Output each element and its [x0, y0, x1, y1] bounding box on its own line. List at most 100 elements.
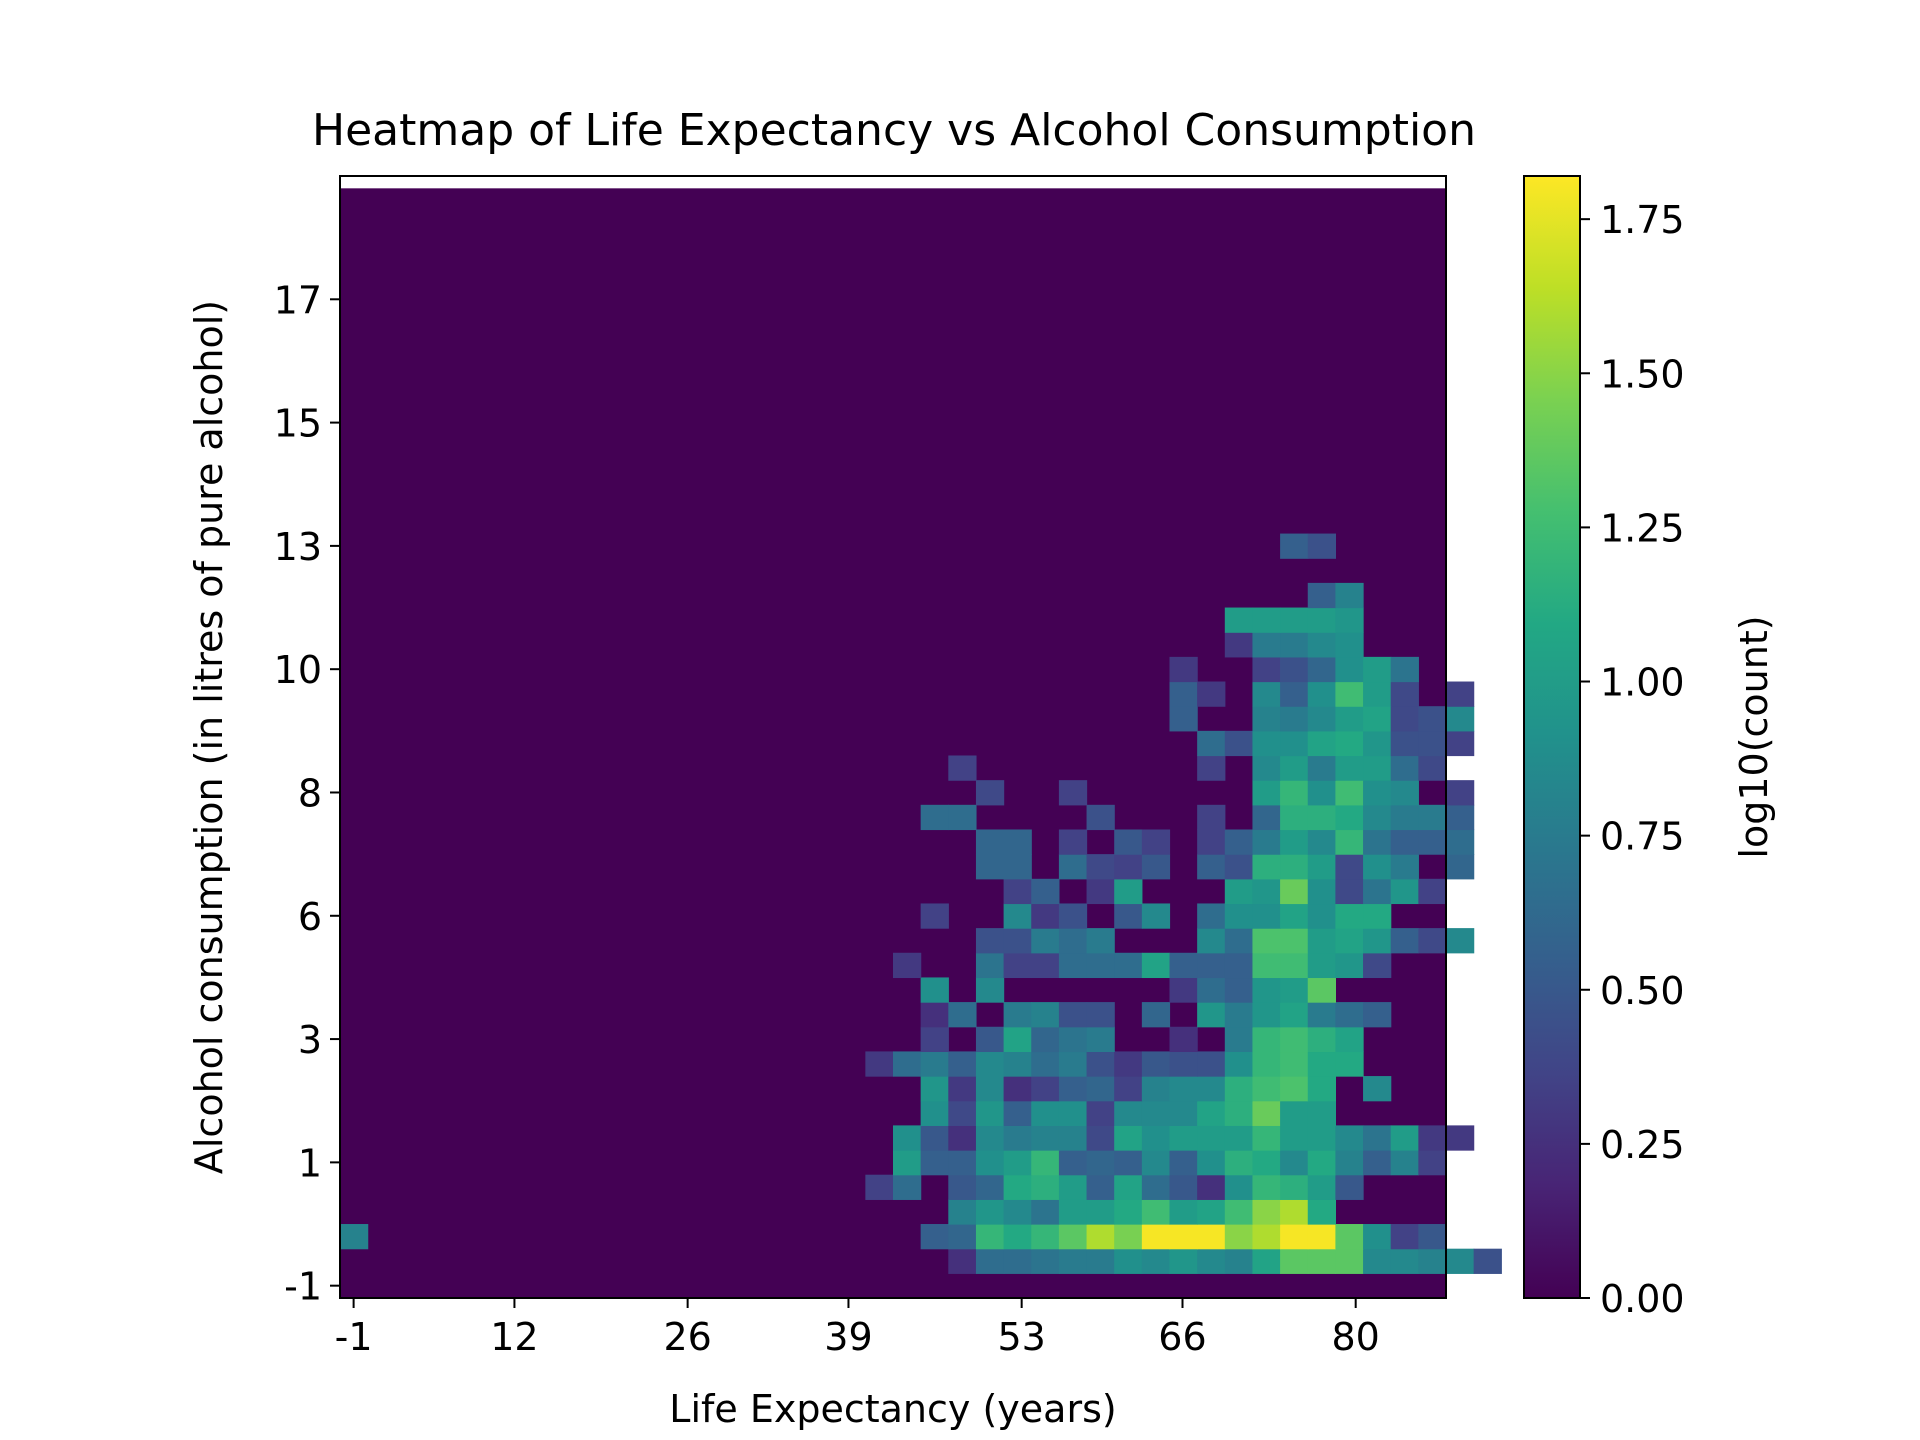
heatmap-cell	[1003, 928, 1032, 954]
heatmap-cell	[1197, 1100, 1226, 1126]
heatmap-cell	[1031, 928, 1060, 954]
heatmap-cell	[975, 1051, 1005, 1077]
heatmap-cell	[1280, 780, 1309, 806]
heatmap-cell	[1114, 1100, 1143, 1126]
heatmap-cell	[1363, 878, 1392, 905]
heatmap-cell	[1335, 1150, 1364, 1176]
heatmap-cell	[1031, 1174, 1060, 1200]
heatmap-cell	[1363, 854, 1392, 880]
heatmap-cell	[1418, 878, 1447, 905]
heatmap-cell	[1280, 656, 1309, 683]
heatmap-cell	[1280, 1199, 1309, 1225]
heatmap-cell	[1086, 1248, 1115, 1274]
plot-frame	[339, 175, 1447, 1299]
heatmap-cell	[1307, 1224, 1336, 1250]
heatmap-cell	[1418, 730, 1447, 757]
heatmap-cell	[1446, 706, 1475, 732]
heatmap-cell	[948, 1248, 977, 1274]
heatmap-cell	[1280, 1002, 1309, 1028]
heatmap-cell	[1197, 1174, 1226, 1200]
heatmap-cell	[1252, 607, 1281, 633]
heatmap-cell	[1197, 755, 1226, 781]
heatmap-cell	[1363, 1076, 1392, 1102]
heatmap-cell	[1197, 1224, 1226, 1250]
heatmap-cell	[1252, 1051, 1281, 1077]
heatmap-cell	[1114, 1051, 1143, 1077]
heatmap-cell	[1003, 1002, 1032, 1028]
heatmap-cell	[1280, 1248, 1309, 1274]
heatmap-cell	[1280, 928, 1309, 954]
y-tick-label: 15	[274, 402, 322, 446]
heatmap-cell	[1390, 878, 1419, 905]
heatmap-cell	[920, 903, 949, 929]
heatmap-cell	[1363, 952, 1392, 979]
heatmap-cell	[1390, 706, 1419, 732]
heatmap-cell	[1280, 1051, 1309, 1077]
heatmap-cell	[1335, 878, 1364, 905]
heatmap-cell	[1003, 1076, 1032, 1102]
heatmap-cell	[1224, 1051, 1254, 1077]
heatmap-cell	[1363, 1150, 1392, 1176]
heatmap-cell	[1058, 1051, 1088, 1077]
heatmap-cell	[1224, 607, 1254, 633]
heatmap-cell	[1446, 730, 1475, 757]
heatmap-cell	[1252, 656, 1281, 683]
heatmap-cell	[1058, 1199, 1088, 1225]
heatmap-cell	[1058, 780, 1088, 806]
heatmap-cell	[1252, 1199, 1281, 1225]
heatmap-cell	[1169, 1076, 1198, 1102]
heatmap-cell	[1252, 780, 1281, 806]
colorbar-tick-label: 1.25	[1600, 506, 1685, 550]
heatmap-cell	[1141, 1199, 1171, 1225]
heatmap-cell	[1058, 952, 1088, 979]
heatmap-cell	[1197, 903, 1226, 929]
x-tick-label: 39	[824, 1315, 872, 1359]
heatmap-cell	[1390, 928, 1419, 954]
heatmap-cell	[1114, 952, 1143, 979]
heatmap-cell	[1031, 878, 1060, 905]
heatmap-cell	[948, 1100, 977, 1126]
heatmap-cell	[1224, 903, 1254, 929]
heatmap-cell	[1335, 1224, 1364, 1250]
heatmap-cell	[1390, 829, 1419, 855]
heatmap-cell	[1280, 903, 1309, 929]
heatmap-cell	[1086, 928, 1115, 954]
heatmap-cell	[1224, 928, 1254, 954]
heatmap-cell	[1141, 1051, 1171, 1077]
heatmap-cell	[1280, 1125, 1309, 1151]
heatmap-cell	[1335, 804, 1364, 831]
heatmap-cell	[1197, 1125, 1226, 1151]
x-tick-label: 26	[663, 1315, 711, 1359]
heatmap-cell	[1003, 1150, 1032, 1176]
heatmap-cell	[1390, 1248, 1419, 1274]
y-tick-label: 17	[274, 278, 322, 322]
heatmap-cell	[1114, 1150, 1143, 1176]
heatmap-cell	[948, 1174, 977, 1200]
heatmap-cell	[948, 1076, 977, 1102]
heatmap-cell	[865, 1051, 894, 1077]
heatmap-cell	[1390, 804, 1419, 831]
heatmap-cell	[1252, 1002, 1281, 1028]
heatmap-cell	[1252, 1224, 1281, 1250]
heatmap-cell	[1031, 1125, 1060, 1151]
heatmap-cell	[1280, 632, 1309, 658]
colorbar-gradient	[1524, 176, 1580, 1298]
heatmap-cell	[1335, 755, 1364, 781]
heatmap-cell	[1197, 730, 1226, 757]
heatmap-cell	[1058, 928, 1088, 954]
heatmap-cell	[1280, 706, 1309, 732]
heatmap-cell	[1390, 1150, 1419, 1176]
heatmap-cell	[1307, 706, 1336, 732]
heatmap-cell	[1141, 829, 1171, 855]
heatmap-cell	[1335, 780, 1364, 806]
heatmap-cell	[1363, 1002, 1392, 1028]
heatmap-cell	[1141, 1125, 1171, 1151]
heatmap-cell	[1197, 1051, 1226, 1077]
colorbar-tick-label: 1.75	[1600, 198, 1685, 242]
heatmap-cell	[1224, 1248, 1254, 1274]
x-tick-label: 53	[997, 1315, 1045, 1359]
x-tick-label: 66	[1158, 1315, 1206, 1359]
heatmap-cell	[948, 1150, 977, 1176]
heatmap-cell	[1114, 1199, 1143, 1225]
heatmap-cell	[1114, 878, 1143, 905]
